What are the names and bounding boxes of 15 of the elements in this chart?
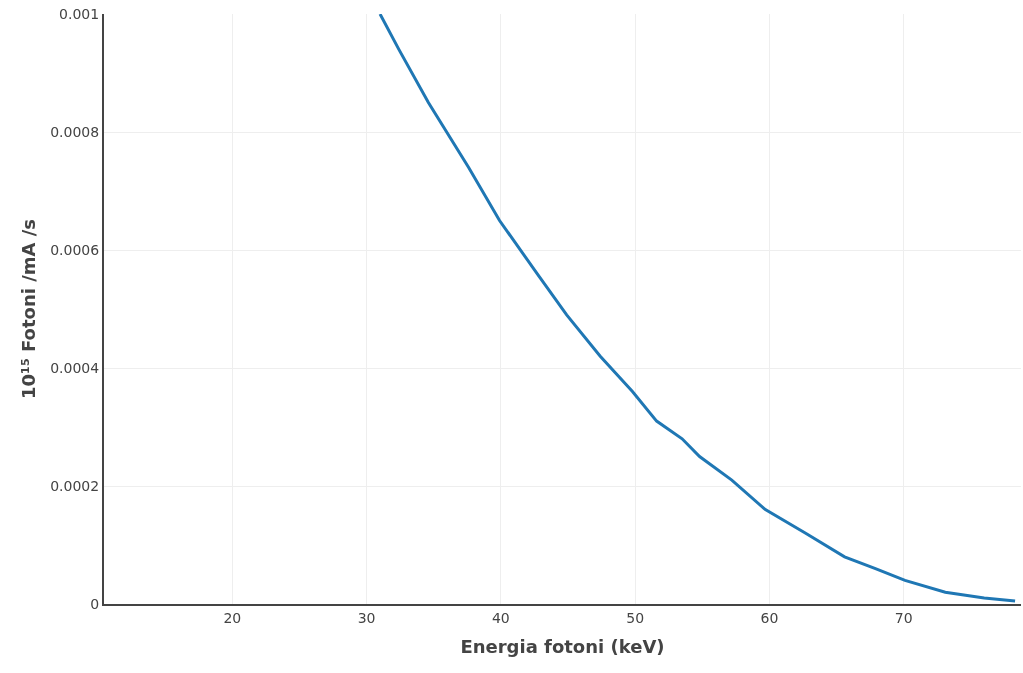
y-tick-label: 0 xyxy=(90,595,100,612)
x-axis-title: Energia fotoni (keV) xyxy=(460,636,665,658)
y-tick-label: 0.0008 xyxy=(50,123,100,140)
x-tick-label: 60 xyxy=(760,609,779,626)
x-tick-label: 30 xyxy=(357,609,376,626)
x-tick-label: 70 xyxy=(894,609,913,626)
line-series xyxy=(378,14,1017,603)
y-axis-title: 10¹⁵ Fotoni /mA /s xyxy=(17,218,39,400)
y-tick-label: 0.0004 xyxy=(50,359,100,376)
x-tick-label: 40 xyxy=(491,609,510,626)
x-tick-label: 20 xyxy=(223,609,242,626)
y-tick-label: 0.001 xyxy=(59,5,100,22)
y-tick-label: 0.0006 xyxy=(50,241,100,258)
y-tick-label: 0.0002 xyxy=(50,477,100,494)
x-tick-label: 50 xyxy=(626,609,645,626)
